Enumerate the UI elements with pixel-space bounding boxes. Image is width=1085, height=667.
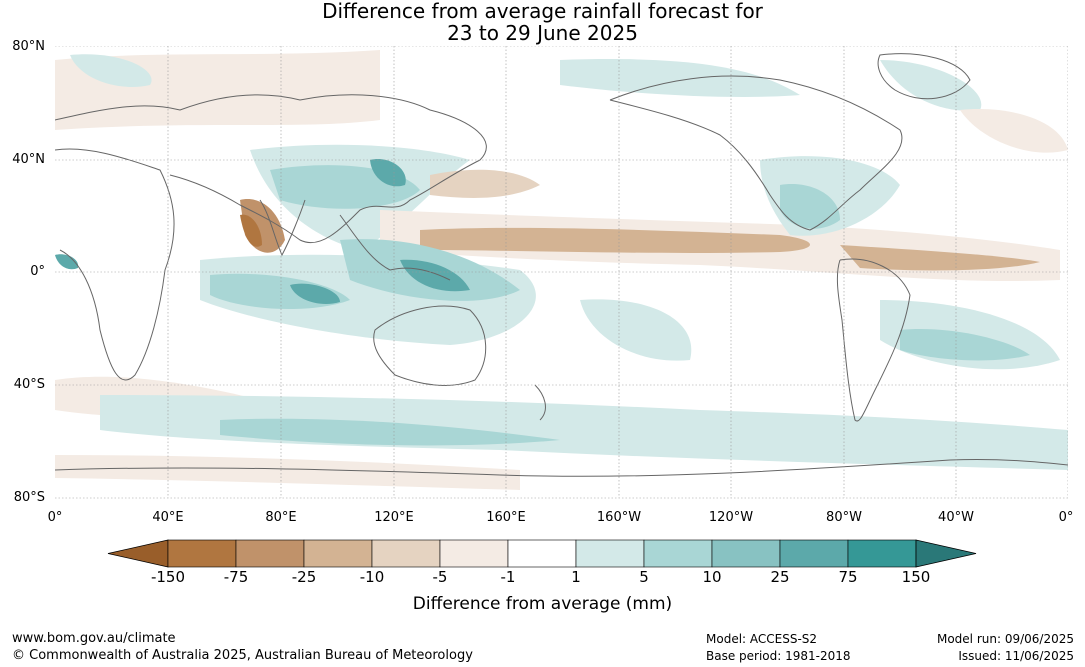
- colorbar-swatch: [643, 539, 713, 568]
- coastline-africa: [55, 148, 175, 381]
- anomaly-field-strong: [55, 159, 470, 305]
- colorbar-swatch: [439, 539, 509, 568]
- map-title-line1: Difference from average rainfall forecas…: [322, 0, 763, 23]
- lat-label-equator: 0°: [30, 264, 45, 279]
- anomaly-wet-strong: [290, 283, 340, 305]
- anomaly-dry-light: [55, 455, 520, 490]
- anomaly-wet-strong: [370, 159, 406, 187]
- lon-label-0-left: 0°: [47, 510, 63, 525]
- colorbar-swatch: [507, 539, 577, 568]
- coastline-greenland: [877, 53, 971, 100]
- colorbar-label: Difference from average (mm): [412, 594, 673, 614]
- colorbar-arrow-left: [107, 539, 169, 568]
- lon-label-160w: 160°W: [596, 510, 642, 525]
- colorbar-swatch: [371, 539, 441, 568]
- coastline-antarctica: [55, 458, 1068, 477]
- coastline-india: [259, 199, 306, 257]
- anomaly-dry-strong: [240, 214, 262, 247]
- anomaly-wet-strong: [55, 254, 79, 270]
- colorbar-tick-label: -10: [359, 568, 385, 586]
- coastline-australia: [373, 305, 487, 386]
- colorbar-tick-label: -1: [500, 568, 516, 586]
- coastline-south-america: [836, 258, 911, 422]
- anomaly-wet-light: [560, 59, 800, 97]
- anomaly-wet-medium: [780, 184, 840, 229]
- footer-issued: Issued: 11/06/2025: [958, 649, 1074, 663]
- lat-label-80s: 80°S: [13, 490, 45, 505]
- lon-label-80e: 80°E: [265, 510, 297, 525]
- coastline-new-zealand: [534, 384, 546, 421]
- lon-label-120w: 120°W: [708, 510, 754, 525]
- footer-url: www.bom.gov.au/climate: [12, 631, 176, 646]
- colorbar: [107, 539, 977, 568]
- colorbar-tick-label: 75: [838, 568, 858, 586]
- anomaly-dry-medium: [420, 227, 810, 253]
- colorbar-swatch: [303, 539, 373, 568]
- colorbar-tick-label: -75: [223, 568, 249, 586]
- anomaly-wet-medium: [900, 329, 1030, 361]
- lon-label-120e: 120°E: [374, 510, 414, 525]
- anomaly-wet-light: [880, 60, 982, 111]
- colorbar-tick-label: 1: [571, 568, 581, 586]
- lon-label-40w: 40°W: [938, 510, 974, 525]
- lat-label-40n: 40°N: [12, 152, 45, 167]
- anomaly-wet-light: [100, 395, 1068, 470]
- colorbar-tick-label: -5: [432, 568, 448, 586]
- colorbar-tick-label: -25: [291, 568, 317, 586]
- colorbar-swatch: [167, 539, 237, 568]
- anomaly-wet-strong: [400, 259, 470, 292]
- colorbar-swatch: [575, 539, 645, 568]
- colorbar-tick-label: 10: [702, 568, 722, 586]
- footer-base-period: Base period: 1981-2018: [706, 649, 851, 663]
- lat-label-40s: 40°S: [13, 377, 45, 392]
- anomaly-wet-light: [580, 299, 692, 361]
- footer-copyright: © Commonwealth of Australia 2025, Austra…: [12, 648, 473, 663]
- footer-model: Model: ACCESS-S2: [706, 632, 818, 646]
- lon-label-0-right: 0°: [1058, 510, 1074, 525]
- colorbar-tick-label: 150: [901, 568, 931, 586]
- colorbar-arrow-right: [915, 539, 977, 568]
- anomaly-dry-medium: [430, 169, 540, 198]
- lon-label-80w: 80°W: [826, 510, 862, 525]
- graticule: [55, 46, 1068, 499]
- anomaly-wet-medium: [220, 418, 560, 446]
- anomaly-field-medium: [210, 165, 1040, 446]
- colorbar-tick-label: -150: [150, 568, 186, 586]
- footer-model-run: Model run: 09/06/2025: [936, 632, 1074, 646]
- colorbar-tick-label: 25: [770, 568, 790, 586]
- anomaly-dry-medium: [840, 245, 1040, 271]
- colorbar-swatch: [711, 539, 781, 568]
- lat-label-80n: 80°N: [12, 39, 45, 54]
- coastline-north-america: [609, 75, 903, 231]
- lon-label-40e: 40°E: [152, 510, 184, 525]
- coastline-southeast-asia: [339, 214, 451, 281]
- anomaly-dry-light: [960, 109, 1068, 153]
- colorbar-swatch: [779, 539, 849, 568]
- colorbar-swatch: [847, 539, 917, 568]
- map-title-line2: 23 to 29 June 2025: [447, 21, 638, 45]
- colorbar-tick-label: 5: [639, 568, 649, 586]
- lon-label-160e: 160°E: [486, 510, 526, 525]
- coastlines: [55, 53, 1068, 477]
- colorbar-swatch: [235, 539, 305, 568]
- anomaly-wet-light: [70, 54, 152, 87]
